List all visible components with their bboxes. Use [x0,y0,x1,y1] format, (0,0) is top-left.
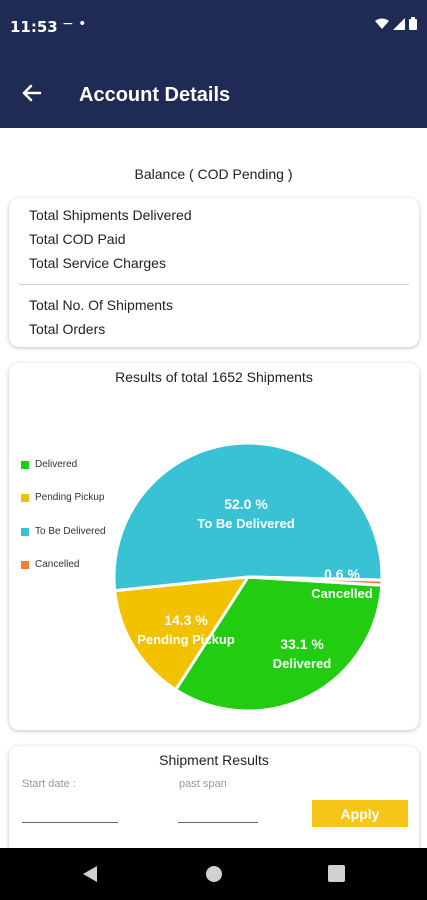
nav-recents-icon[interactable] [328,865,345,882]
signal-icon [393,17,405,30]
legend-delivered: Delivered [21,459,77,470]
legend-label: Delivered [35,459,78,470]
legend-label: Pending Pickup [35,492,105,503]
pie-slice-cancelled [247,575,384,587]
status-right-icons [375,17,417,30]
legend-swatch [21,460,29,469]
legend-cancelled: Cancelled [21,559,79,570]
page-title: Account Details [79,84,231,106]
total-service-charges-label: Total Service Charges [29,255,166,271]
total-orders-label: Total Orders [29,321,106,337]
divider [19,284,409,285]
status-time: 11:53 [10,18,58,36]
app-bar: Account Details [0,56,427,128]
past-span-input[interactable] [178,822,258,823]
total-cod-paid-label: Total COD Paid [29,231,126,247]
balance-card: Total Shipments Delivered Total COD Paid… [9,198,419,347]
slice-percent-label: 52.0 % [224,496,268,512]
wifi-icon [375,18,389,29]
pie-slice-to-be-delivered [112,441,384,593]
past-span-label: past span [179,778,227,790]
legend-label: To Be Delivered [35,526,106,537]
total-shipments-label: Total No. Of Shipments [29,297,173,313]
notification-icons: − • [62,16,87,32]
system-nav-bar [0,848,427,900]
back-arrow-icon[interactable] [16,78,46,108]
slice-percent-label: 0.6 % [324,566,360,582]
legend-label: Cancelled [35,559,80,570]
start-date-label: Start date : [22,778,76,790]
slice-name-label: Delivered [273,656,332,671]
slice-name-label: To Be Delivered [197,516,294,531]
legend-swatch [21,560,29,569]
start-date-input[interactable] [22,822,118,823]
status-bar: 11:53 − • [0,0,427,56]
nav-home-icon[interactable] [205,865,223,883]
shipment-results-title: Shipment Results [159,752,269,768]
slice-percent-label: 14.3 % [164,612,208,628]
legend-swatch [21,493,29,502]
total-shipments-delivered-label: Total Shipments Delivered [29,207,192,223]
pie-chart: 33.1 % Delivered 14.3 % Pending Pickup 52.0 … [112,441,384,713]
apply-button[interactable]: Apply [312,800,408,827]
slice-percent-label: 33.1 % [280,636,324,652]
slice-name-label: Cancelled [311,586,372,601]
battery-icon [409,17,417,30]
chart-title: Results of total 1652 Shipments [115,369,313,385]
legend-swatch [21,527,29,536]
pie-slice-pending-pickup [113,575,251,692]
slice-name-label: Pending Pickup [137,632,235,647]
balance-title: Balance ( COD Pending ) [134,166,293,182]
nav-back-icon[interactable] [82,865,98,883]
legend-pending-pickup: Pending Pickup [21,492,105,503]
chart-card: Results of total 1652 Shipments Delivere… [9,363,419,730]
legend-to-be-delivered: To Be Delivered [21,526,106,537]
